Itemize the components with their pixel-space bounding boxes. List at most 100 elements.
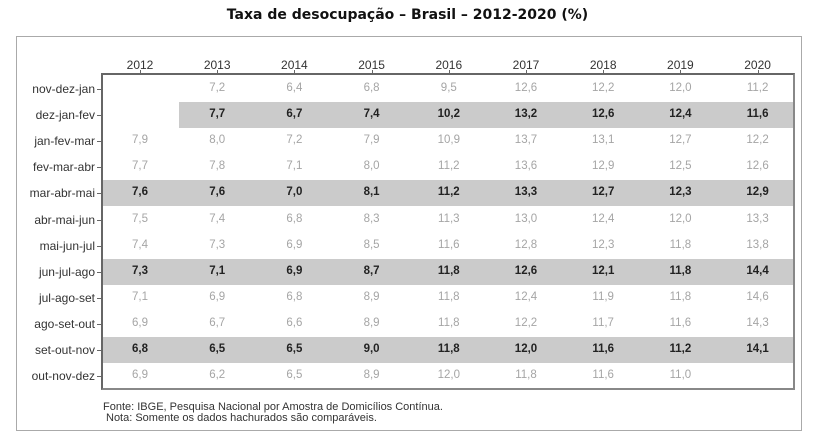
table-cell: 14,4 (746, 264, 769, 277)
highlight-band (103, 258, 793, 285)
table-cell: 12,3 (669, 186, 692, 199)
x-tick (294, 70, 296, 74)
table-cell: 12,9 (591, 160, 615, 173)
table-cell: 6,9 (209, 290, 226, 303)
table-cell: 11,8 (437, 343, 460, 355)
table-cell: 8,9 (363, 290, 380, 303)
table-cell: 11,7 (592, 316, 614, 329)
row-label: jan-fev-mar (34, 134, 95, 149)
y-tick (97, 193, 102, 195)
table-cell: 9,0 (363, 343, 380, 355)
row-label: jul-ago-set (38, 290, 95, 305)
table-cell: 13,6 (514, 160, 538, 173)
y-tick (97, 323, 102, 325)
y-tick (97, 89, 102, 90)
y-tick (97, 350, 102, 351)
table-cell: 6,4 (286, 82, 303, 94)
table-cell: 11,9 (592, 290, 614, 303)
table-cell: 12,5 (669, 160, 692, 173)
table-cell: 7,8 (209, 160, 226, 173)
table-cell: 11,8 (669, 290, 692, 303)
table-cell: 7,7 (132, 160, 148, 173)
table-cell: 6,8 (363, 82, 380, 94)
table-cell: 12,0 (669, 212, 692, 225)
row-label: out-nov-dez (31, 369, 95, 384)
table-cell: 13,8 (746, 238, 769, 251)
x-tick (448, 70, 450, 74)
table-cell: 7,7 (209, 108, 226, 121)
row-label: mar-abr-mai (29, 186, 95, 201)
row-label: ago-set-out (34, 316, 95, 331)
table-cell: 6,5 (286, 369, 303, 382)
table-cell: 6,8 (132, 343, 148, 355)
table-cell: 11,2 (438, 160, 460, 173)
table-cell: 11,6 (746, 108, 769, 121)
table-cell: 11,8 (669, 264, 692, 277)
table-cell: 8,1 (363, 186, 380, 199)
table-cell: 11,6 (592, 343, 615, 355)
row-label: fev-mar-abr (32, 160, 95, 175)
table-cell: 11,2 (669, 343, 692, 355)
column-header: 2019 (667, 58, 694, 72)
table-cell: 6,9 (286, 264, 303, 277)
table-cell: 7,9 (363, 134, 380, 147)
table-cell: 7,5 (132, 212, 148, 225)
table-cell: 7,3 (132, 264, 148, 277)
column-header: 2017 (512, 58, 540, 72)
table-cell: 11,8 (437, 264, 460, 277)
table-cell: 11,8 (669, 238, 692, 251)
table-cell: 10,9 (437, 134, 460, 147)
table-cell: 14,1 (746, 343, 769, 355)
x-tick (526, 70, 527, 74)
table-cell: 6,8 (286, 290, 303, 303)
table-cell: 7,2 (286, 134, 303, 147)
table-cell: 6,9 (132, 316, 148, 329)
table-cell: 7,4 (363, 108, 380, 121)
table-cell: 12,2 (746, 134, 769, 147)
table-cell: 7,6 (132, 186, 148, 199)
table-cell: 6,6 (286, 316, 303, 329)
y-tick (97, 115, 102, 117)
table-cell: 6,2 (209, 369, 226, 382)
table-cell: 7,1 (132, 290, 148, 303)
table-cell: 12,4 (591, 212, 615, 225)
y-tick (97, 297, 102, 299)
table-cell: 11,6 (592, 369, 614, 382)
column-header: 2012 (126, 58, 154, 72)
x-tick (680, 70, 682, 74)
table-cell: 7,3 (209, 238, 226, 251)
table-cell: 12,6 (514, 264, 538, 277)
x-tick (371, 70, 373, 74)
y-tick (97, 219, 102, 221)
table-cell: 8,7 (363, 264, 380, 277)
column-header: 2016 (435, 58, 463, 72)
x-tick (757, 70, 759, 74)
table-cell: 6,9 (286, 238, 303, 251)
notes: Fonte: IBGE, Pesquisa Nacional por Amost… (103, 402, 443, 424)
table-cell: 7,0 (286, 186, 303, 199)
table-cell: 9,5 (440, 82, 457, 94)
column-header: 2013 (203, 58, 231, 72)
row-label: dez-jan-fev (35, 108, 95, 123)
table-cell: 7,4 (209, 212, 226, 225)
table-cell: 13,0 (514, 212, 538, 225)
table-cell: 11,3 (438, 212, 460, 225)
table-cell: 12,6 (514, 82, 538, 94)
table-cell: 12,6 (591, 108, 615, 121)
table-cell: 12,8 (514, 238, 538, 251)
table-cell: 6,9 (132, 369, 148, 382)
table-cell: 6,5 (209, 343, 226, 355)
table-cell: 12,2 (514, 316, 538, 329)
table-cell: 8,0 (209, 134, 226, 147)
table-cell: 12,0 (437, 369, 460, 382)
table-cell: 12,2 (591, 82, 615, 94)
row-label: set-out-nov (34, 343, 95, 357)
column-header: 2015 (358, 58, 385, 72)
table-cell: 7,6 (209, 186, 226, 199)
table-cell: 8,3 (363, 212, 380, 225)
table-cell: 12,4 (669, 108, 692, 121)
plot-area (101, 73, 795, 390)
row-label: nov-dez-jan (32, 82, 95, 96)
table-cell: 7,1 (209, 264, 226, 277)
y-tick (97, 271, 102, 273)
